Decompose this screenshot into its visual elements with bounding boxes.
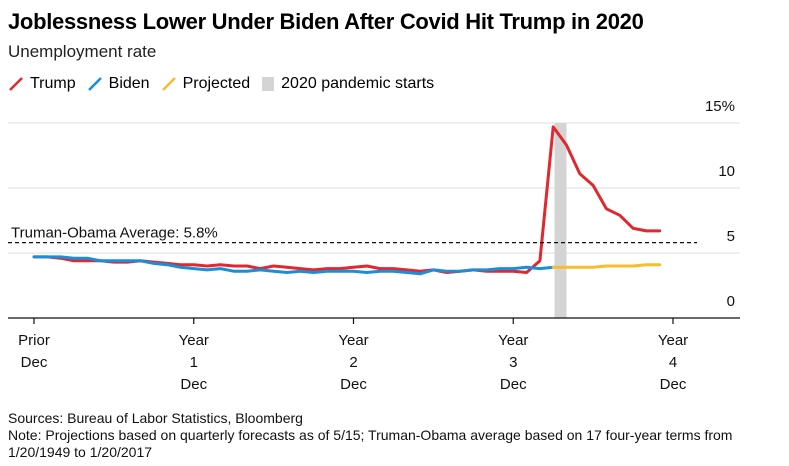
x-tick-label: Year <box>179 332 209 349</box>
x-tick-label: 3 <box>509 354 517 371</box>
y-tick-label: 0 <box>727 293 735 310</box>
series-lines <box>32 125 662 276</box>
biden-swatch-icon <box>87 76 103 92</box>
x-tick-label: Dec <box>500 376 527 393</box>
x-tick-label: 4 <box>669 354 677 371</box>
legend-item-projected: Projected <box>161 75 251 93</box>
y-tick-label: 5 <box>727 228 735 245</box>
projected-swatch-icon <box>161 76 177 92</box>
legend: Trump Biden Projected 2020 pandemic star… <box>8 75 445 93</box>
x-ticks: Prior Dec Year 1 Dec Year 2 Dec Year 3 Dec Year 4 Dec <box>18 318 688 393</box>
legend-label-projected: Projected <box>182 75 251 92</box>
x-tick-label: Prior <box>18 332 50 349</box>
legend-label-biden: Biden <box>108 75 150 92</box>
x-tick-label: Dec <box>180 376 207 393</box>
pandemic-band <box>554 123 567 318</box>
pandemic-swatch-icon <box>261 76 275 92</box>
x-tick-label: Year <box>658 332 688 349</box>
y-tick-label: 10 <box>718 163 735 180</box>
legend-item-biden: Biden <box>87 75 150 93</box>
x-tick-label: Dec <box>660 376 687 393</box>
x-tick-label: Year <box>498 332 528 349</box>
legend-label-trump: Trump <box>30 75 76 92</box>
y-tick-labels: 15% 10 5 0 <box>705 98 735 310</box>
series-projected-line <box>551 263 662 269</box>
x-tick-label: Year <box>338 332 368 349</box>
note-text: Note: Projections based on quarterly for… <box>8 427 733 460</box>
legend-label-pandemic: 2020 pandemic starts <box>281 75 435 92</box>
footer: Sources: Bureau of Labor Statistics, Blo… <box>8 410 778 461</box>
trump-swatch-icon <box>8 76 24 92</box>
x-tick-label: 1 <box>190 354 198 371</box>
series-biden-line <box>32 255 555 276</box>
x-tick-label: Dec <box>21 354 48 371</box>
x-tick-label: Dec <box>340 376 367 393</box>
y-tick-label: 15% <box>705 98 735 115</box>
legend-item-trump: Trump <box>8 75 76 93</box>
sources-text: Sources: Bureau of Labor Statistics, Blo… <box>8 410 303 426</box>
chart-subtitle: Unemployment rate <box>8 42 157 61</box>
line-chart: 15% 10 5 0 Truman-Obama Average: 5.8% Prior… <box>8 98 740 393</box>
x-tick-label: 2 <box>349 354 357 371</box>
reference-label: Truman-Obama Average: 5.8% <box>11 225 218 242</box>
legend-item-pandemic: 2020 pandemic starts <box>261 75 434 93</box>
gridlines <box>8 122 740 254</box>
chart-title: Joblessness Lower Under Biden After Covi… <box>8 9 644 34</box>
